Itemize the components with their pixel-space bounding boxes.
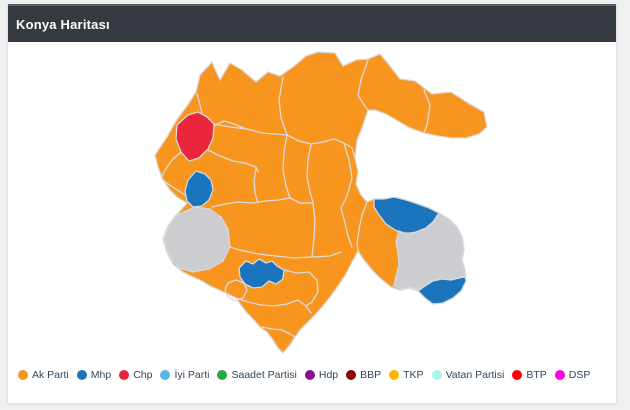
legend-label: Saadet Partisi [231,369,297,381]
legend-item-saadet-partisi[interactable]: Saadet Partisi [217,369,297,381]
district-border-17 [224,279,248,302]
konya-map-svg [154,51,488,354]
card-body: Ak Parti Mhp Chp İyi Parti Saadet Partisi Hdp… [8,42,616,404]
district-west-gray[interactable] [163,206,231,273]
district-west-blue[interactable] [184,170,214,208]
legend-item-hdp[interactable]: Hdp [304,369,339,381]
card-header: Konya Haritası [8,4,616,42]
legend-label: BTP [526,369,547,381]
district-border-16 [196,93,203,114]
map-panel-card: Konya Haritası Ak Parti Mhp Chp İyi Parti Sa… [7,4,617,404]
district-border-18 [235,297,312,314]
legend-dot-icon [160,370,171,380]
legend-item-ak-parti[interactable]: Ak Parti [18,369,69,381]
legend-label: BBP [360,369,382,381]
legend-item-vatan-partisi[interactable]: Vatan Partisi [431,369,505,381]
district-border-12 [213,120,245,129]
legend-dot-icon [512,370,523,380]
district-border-8 [211,197,314,208]
district-border-7 [340,142,353,209]
district-border-5 [282,134,291,199]
district-east-bottom-blue[interactable] [417,276,467,305]
legend-label: DSP [568,369,591,381]
district-central-blue[interactable] [238,258,285,289]
district-east-gray[interactable] [393,212,466,291]
legend-label: Vatan Partisi [445,369,505,381]
district-border-20 [283,269,319,307]
legend-dot-icon [217,370,228,380]
district-border-6 [306,143,314,204]
party-legend: Ak Parti Mhp Chp İyi Parti Saadet Partisi Hdp… [8,366,616,381]
legend-item-btp[interactable]: BTP [512,369,547,381]
legend-item-bbp[interactable]: BBP [346,369,381,381]
legend-label: Hdp [318,369,339,381]
page-title: Konya Haritası [16,16,110,32]
district-border-11 [160,151,182,179]
legend-item-tkp[interactable]: TKP [389,369,424,381]
legend-item-mhp[interactable]: Mhp [76,369,112,381]
district-border-9 [221,244,342,259]
district-border-15 [162,179,187,197]
legend-label: Chp [133,369,153,381]
district-border-2 [357,59,369,111]
legend-item-chp[interactable]: Chp [119,369,152,381]
district-border-21 [311,202,316,258]
legend-label: Ak Parti [32,369,69,381]
legend-dot-icon [76,370,87,380]
district-border-10 [356,201,368,252]
legend-dot-icon [304,370,315,380]
legend-label: TKP [403,369,424,381]
district-northwest-red[interactable] [175,111,215,162]
district-border-1 [278,76,288,136]
legend-dot-icon [346,370,357,380]
legend-dot-icon [554,370,565,380]
legend-item-dsp[interactable]: DSP [554,369,591,381]
legend-dot-icon [431,370,442,380]
legend-dot-icon [18,370,28,380]
legend-dot-icon [389,370,400,380]
district-border-22 [340,207,353,248]
legend-label: İyi Parti [174,369,210,381]
legend-dot-icon [119,370,130,380]
legend-label: Mhp [90,369,112,381]
district-border-19 [261,326,296,338]
district-border-3 [423,89,431,134]
legend-item-i̇yi-parti[interactable]: İyi Parti [160,369,209,381]
district-border-14 [253,167,259,204]
